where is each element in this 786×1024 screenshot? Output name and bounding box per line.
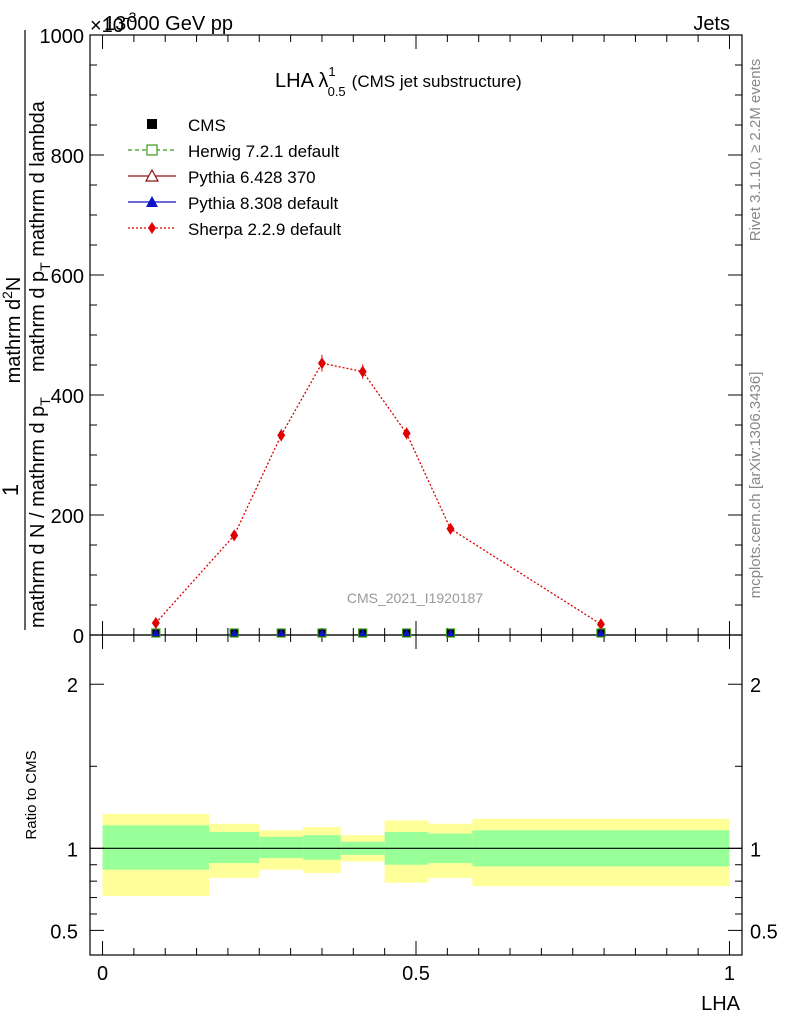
- ylabel-denominator: mathrm d N / mathrm d pT: [27, 397, 53, 628]
- pythia8-point-1: [230, 629, 239, 636]
- band-inner-0: [102, 825, 210, 870]
- ratio-xtick-label-0: 0: [97, 963, 108, 985]
- sherpa-point-3: [317, 357, 326, 370]
- main-ytick-label-0: 0: [73, 626, 84, 648]
- sherpa-point-6: [446, 522, 455, 535]
- main-ytick-label-3: 600: [51, 266, 84, 288]
- side-text-bottom: mcplots.cern.ch [arXiv:1306.3436]: [747, 372, 764, 599]
- ylabel-rhs-numerator: mathrm d2N: [0, 277, 25, 384]
- legend-label-2: Pythia 6.428 370: [188, 168, 316, 187]
- ratio-ytick-label-left-0: 0.5: [50, 921, 78, 943]
- series-marks: [151, 354, 606, 638]
- ratio-ytick-label-left-1: 1: [67, 839, 78, 861]
- legend-marker-cms: [147, 119, 157, 129]
- pythia8-point-4: [358, 629, 367, 636]
- pythia8-point-3: [317, 629, 326, 636]
- main-ytick-label-5: 1000: [40, 26, 85, 48]
- ratio-ylabel: Ratio to CMS: [23, 750, 40, 839]
- sherpa-point-2: [277, 429, 286, 442]
- pythia8-point-7: [596, 629, 605, 636]
- ratio-bands: [90, 813, 742, 896]
- ratio-ytick-label-left-2: 2: [67, 675, 78, 697]
- exponent-base: ×10: [90, 15, 124, 37]
- ratio-ytick-label-right-0: 0.5: [750, 921, 778, 943]
- legend-label-3: Pythia 8.308 default: [188, 194, 339, 213]
- ratio-ytick-label-right-1: 1: [750, 839, 761, 861]
- pythia8-point-2: [277, 629, 286, 636]
- exponent-label: ×10 -3: [90, 9, 137, 37]
- ylabel-rhs-denominator: mathrm d pT mathrm d lambda: [27, 100, 53, 372]
- legend-label-0: CMS: [188, 116, 226, 135]
- watermark: CMS_2021_I1920187: [347, 590, 483, 606]
- legend-marker-herwig: [146, 144, 158, 156]
- plot-title: LHA λ1 0.5(CMS jet substructure): [275, 64, 522, 99]
- legend-label-4: Sherpa 2.2.9 default: [188, 220, 341, 239]
- legend: CMS Herwig 7.2.1 default Pythia 6.428 370 P…: [128, 116, 341, 239]
- pythia8-point-5: [402, 629, 411, 636]
- pythia8-point-0: [151, 629, 160, 636]
- ratio-ytick-label-right-2: 2: [750, 675, 761, 697]
- sherpa-point-1: [230, 529, 239, 542]
- x-axis-label: LHA: [701, 993, 741, 1015]
- pythia8-point-6: [446, 629, 455, 636]
- band-inner-2: [259, 836, 304, 859]
- sherpa-line: [155, 362, 602, 625]
- main-ylabel: 1 mathrm d N / mathrm d pT mathrm d2N ma…: [0, 30, 53, 630]
- sherpa-point-0: [151, 617, 160, 629]
- sherpa-point-7: [596, 618, 605, 631]
- band-inner-3: [303, 835, 341, 860]
- sherpa-point-4: [358, 365, 367, 378]
- band-inner-1: [209, 831, 260, 864]
- legend-marker-pythia6: [144, 168, 160, 182]
- sherpa-point-5: [402, 427, 411, 440]
- axis-ticks: 0 200 400 600 800 1000 0 0.5 1 0.5 0.5 1 1 2 2: [40, 26, 778, 985]
- main-ytick-label-2: 400: [51, 386, 84, 408]
- ylabel-one: 1: [0, 484, 23, 496]
- header-left: 13000 GeV pp: [104, 13, 233, 35]
- plot-title-text: LHA λ1 0.5(CMS jet substructure): [275, 64, 522, 99]
- header-right: Jets: [693, 13, 730, 35]
- ratio-frame: [89, 634, 743, 956]
- exponent-power: -3: [124, 9, 137, 25]
- side-text-top: Rivet 3.1.10, ≥ 2.2M events: [747, 59, 764, 242]
- legend-label-1: Herwig 7.2.1 default: [188, 142, 339, 161]
- legend-marker-sherpa: [148, 222, 156, 234]
- ratio-xtick-label-1: 0.5: [402, 963, 430, 985]
- main-ytick-label-1: 200: [51, 506, 84, 528]
- legend-marker-pythia8: [146, 196, 158, 207]
- ratio-xtick-label-2: 1: [724, 963, 735, 985]
- main-ytick-label-4: 800: [51, 146, 84, 168]
